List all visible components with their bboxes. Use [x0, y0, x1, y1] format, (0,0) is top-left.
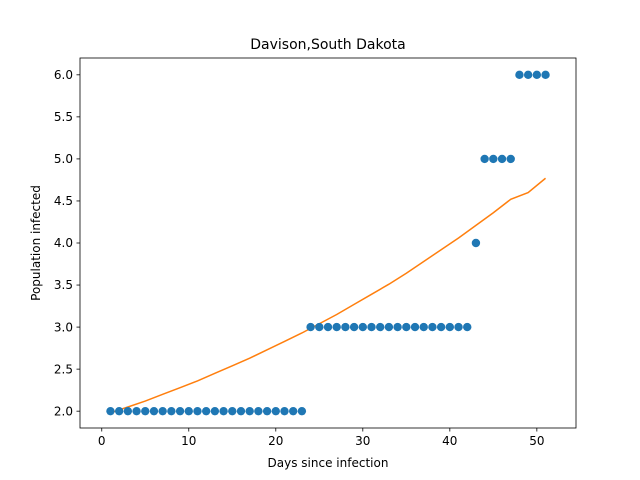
data-point	[471, 238, 481, 248]
data-point	[158, 406, 167, 416]
data-point	[463, 322, 472, 332]
y-tick-label: 6.0	[54, 68, 73, 82]
data-point	[201, 406, 211, 416]
data-point	[541, 70, 550, 80]
y-tick-label: 2.0	[54, 404, 73, 418]
y-tick-label: 4.0	[54, 236, 73, 250]
x-axis-label: Days since infection	[268, 456, 389, 470]
x-tick-label: 0	[98, 434, 106, 448]
data-point	[376, 322, 385, 332]
data-point	[358, 322, 368, 332]
data-point	[454, 322, 463, 332]
y-tick-label: 5.0	[54, 152, 73, 166]
plot-background	[80, 58, 576, 428]
data-point	[167, 406, 176, 416]
y-axis-label: Population infected	[29, 185, 43, 301]
data-point	[428, 322, 437, 332]
y-tick-label: 4.5	[54, 194, 73, 208]
x-tick-label: 50	[529, 434, 544, 448]
data-point	[149, 406, 159, 416]
data-point	[332, 322, 341, 332]
data-point	[323, 322, 333, 332]
data-point	[367, 322, 376, 332]
data-point	[515, 70, 524, 80]
x-tick-label: 30	[355, 434, 370, 448]
data-point	[445, 322, 455, 332]
data-point	[114, 406, 124, 416]
data-point	[288, 406, 298, 416]
y-tick-label: 3.5	[54, 278, 73, 292]
data-point	[523, 70, 533, 80]
data-point	[306, 322, 315, 332]
data-point	[254, 406, 263, 416]
data-point	[497, 154, 507, 164]
fit-line	[110, 177, 547, 414]
x-tick-label: 20	[268, 434, 283, 448]
data-point	[297, 406, 307, 416]
data-point	[228, 406, 237, 416]
data-point	[193, 406, 202, 416]
data-point	[262, 406, 272, 416]
data-point	[384, 322, 394, 332]
data-point	[245, 406, 254, 416]
data-point	[480, 154, 489, 164]
data-point	[349, 322, 359, 332]
data-point	[393, 322, 402, 332]
data-point	[271, 406, 280, 416]
y-tick-label: 5.5	[54, 110, 73, 124]
data-point	[532, 70, 542, 80]
data-point	[489, 154, 498, 164]
data-point	[341, 322, 350, 332]
data-point	[210, 406, 220, 416]
y-tick-label: 3.0	[54, 320, 73, 334]
data-point	[410, 322, 420, 332]
data-point	[436, 322, 446, 332]
data-point	[236, 406, 246, 416]
y-tick-label: 2.5	[54, 362, 73, 376]
data-point	[315, 322, 324, 332]
x-tick-label: 40	[442, 434, 457, 448]
data-point	[175, 406, 185, 416]
data-point	[506, 154, 515, 164]
data-point	[402, 322, 411, 332]
data-point	[184, 406, 193, 416]
data-point	[219, 406, 228, 416]
data-point	[141, 406, 150, 416]
data-point	[123, 406, 133, 416]
data-point	[106, 406, 115, 416]
x-tick-label: 10	[181, 434, 196, 448]
data-point	[280, 406, 289, 416]
chart-title: Davison,South Dakota	[250, 37, 405, 53]
data-point	[132, 406, 141, 416]
data-point	[419, 322, 428, 332]
